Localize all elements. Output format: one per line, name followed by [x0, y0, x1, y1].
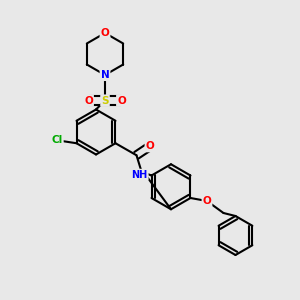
Text: N: N — [100, 70, 109, 80]
Text: S: S — [101, 95, 109, 106]
Text: O: O — [117, 95, 126, 106]
Text: O: O — [100, 28, 109, 38]
Text: O: O — [84, 95, 93, 106]
Text: Cl: Cl — [51, 135, 63, 145]
Text: NH: NH — [131, 170, 148, 180]
Text: O: O — [146, 141, 154, 151]
Text: O: O — [202, 196, 211, 206]
